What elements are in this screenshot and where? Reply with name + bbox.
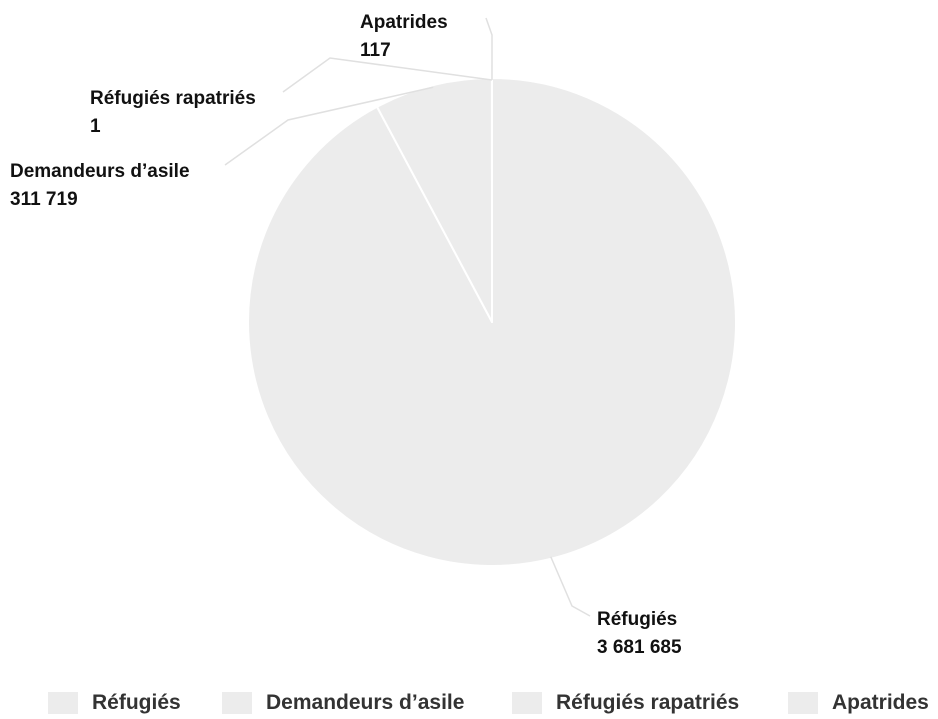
legend-label: Réfugiés rapatriés bbox=[556, 690, 740, 714]
data-label-category-demandeurs-d-asile: Demandeurs d’asile bbox=[10, 161, 190, 182]
data-label-category-apatrides: Apatrides bbox=[360, 12, 448, 33]
legend-swatch bbox=[48, 691, 78, 714]
leader-line-refugies bbox=[550, 556, 591, 617]
leader-line-refugies-rapatries bbox=[282, 57, 493, 93]
data-label-value-demandeurs-d-asile: 311 719 bbox=[10, 189, 78, 210]
legend: Réfugiés Demandeurs d’asile Réfugiés rap… bbox=[0, 686, 938, 719]
data-labels: Réfugiés 3 681 685 Demandeurs d’asile 311 7… bbox=[10, 12, 682, 658]
legend-label: Demandeurs d’asile bbox=[266, 690, 465, 714]
legend-item-demandeurs-d-asile[interactable]: Demandeurs d’asile bbox=[222, 686, 464, 719]
legend-item-refugies-rapatries[interactable]: Réfugiés rapatriés bbox=[512, 686, 739, 719]
data-label-value-refugies: 3 681 685 bbox=[597, 637, 682, 658]
legend-swatch bbox=[788, 691, 818, 714]
legend-swatch bbox=[222, 691, 252, 714]
legend-label: Apatrides bbox=[832, 690, 929, 714]
pie-slice-demandeurs-d-asile[interactable] bbox=[376, 77, 493, 323]
leader-line-demandeurs-d-asile bbox=[224, 86, 434, 166]
data-label-value-refugies-rapatries: 1 bbox=[90, 116, 101, 137]
legend-item-apatrides[interactable]: Apatrides bbox=[788, 686, 929, 719]
data-label-category-refugies-rapatries: Réfugiés rapatriés bbox=[90, 88, 256, 109]
data-label-value-apatrides: 117 bbox=[360, 40, 391, 61]
legend-label: Réfugiés bbox=[92, 690, 181, 714]
pie-slices bbox=[247, 76, 737, 567]
legend-item-refugies[interactable]: Réfugiés bbox=[48, 686, 181, 719]
legend-swatch bbox=[512, 691, 542, 714]
data-label-category-refugies: Réfugiés bbox=[597, 609, 677, 630]
leader-line-apatrides bbox=[485, 17, 493, 81]
leader-lines bbox=[224, 17, 591, 617]
